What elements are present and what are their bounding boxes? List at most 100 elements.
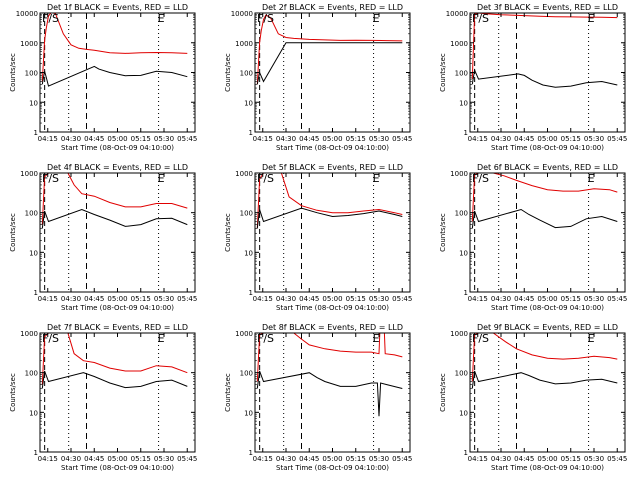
- x-tick-label: 05:00: [107, 135, 127, 143]
- x-axis-label: Start Time (08-Oct-09 04:10:00): [276, 464, 389, 472]
- marker-label-e: E: [158, 172, 165, 185]
- y-tick-label: 1: [464, 289, 468, 297]
- x-tick-label: 05:15: [346, 135, 366, 143]
- x-axis-label: Start Time (08-Oct-09 04:10:00): [61, 304, 174, 312]
- x-tick-label: 04:30: [491, 295, 511, 303]
- x-axis-label: Start Time (08-Oct-09 04:10:00): [276, 304, 389, 312]
- x-tick-label: 05:45: [177, 455, 197, 463]
- y-axis-label: Counts/sec: [9, 373, 17, 412]
- y-tick-label: 100: [25, 70, 38, 78]
- x-tick-label: 05:30: [154, 295, 174, 303]
- series-events-line: [41, 208, 188, 229]
- y-tick-label: 1000: [235, 40, 253, 48]
- x-tick-label: 04:15: [253, 455, 273, 463]
- panel-title: Det 3f BLACK = Events, RED = LLD: [477, 3, 618, 12]
- x-tick-label: 04:30: [491, 135, 511, 143]
- x-tick-label: 05:30: [154, 455, 174, 463]
- y-tick-label: 1: [464, 449, 468, 457]
- x-tick-label: 05:00: [322, 135, 342, 143]
- x-axis-label: Start Time (08-Oct-09 04:10:00): [61, 144, 174, 152]
- x-tick-label: 05:15: [561, 295, 581, 303]
- y-tick-label: 100: [240, 370, 253, 378]
- y-axis-label: Counts/sec: [9, 213, 17, 252]
- x-tick-label: 04:45: [299, 135, 319, 143]
- x-tick-label: 04:15: [468, 295, 488, 303]
- x-tick-label: 04:15: [38, 135, 58, 143]
- y-tick-label: 1000: [20, 170, 38, 178]
- marker-label-e: E: [373, 12, 380, 25]
- x-axis-label: Start Time (08-Oct-09 04:10:00): [491, 464, 604, 472]
- x-tick-label: 04:45: [514, 455, 534, 463]
- x-tick-label: 04:45: [84, 455, 104, 463]
- x-tick-label: 04:30: [491, 455, 511, 463]
- x-tick-label: 04:15: [38, 295, 58, 303]
- x-tick-label: 05:45: [392, 295, 412, 303]
- y-tick-label: 1000: [450, 40, 468, 48]
- y-tick-label: 1000: [450, 170, 468, 178]
- series-events-line: [256, 370, 403, 417]
- plot-frame: [469, 332, 626, 453]
- y-tick-label: 1: [249, 129, 253, 137]
- x-tick-label: 04:45: [514, 135, 534, 143]
- y-tick-label: 1000: [450, 330, 468, 338]
- x-tick-label: 05:00: [537, 455, 557, 463]
- marker-label-e: E: [588, 12, 595, 25]
- y-tick-label: 1: [464, 129, 468, 137]
- y-tick-label: 10: [459, 99, 468, 107]
- plot-frame: [254, 12, 411, 133]
- x-tick-label: 05:15: [131, 295, 151, 303]
- series-lld-line: [256, 173, 403, 229]
- y-tick-label: 1000: [235, 330, 253, 338]
- x-tick-label: 04:45: [84, 295, 104, 303]
- y-tick-label: 1: [249, 449, 253, 457]
- marker-label-e: E: [158, 332, 165, 345]
- y-tick-label: 100: [25, 210, 38, 218]
- series-lld-line: [471, 333, 618, 382]
- x-tick-label: 04:45: [84, 135, 104, 143]
- y-tick-label: 10: [244, 249, 253, 257]
- y-axis-label: Counts/sec: [439, 53, 447, 92]
- x-tick-label: 05:30: [584, 135, 604, 143]
- y-axis-label: Counts/sec: [439, 373, 447, 412]
- y-tick-label: 1000: [20, 40, 38, 48]
- panel-title: Det 2f BLACK = Events, RED = LLD: [262, 3, 403, 12]
- y-tick-label: 1000: [235, 170, 253, 178]
- x-tick-label: 05:15: [131, 135, 151, 143]
- y-tick-label: 1: [34, 289, 38, 297]
- marker-label-fs: F/S: [472, 12, 489, 25]
- x-tick-label: 05:45: [607, 295, 627, 303]
- x-tick-label: 05:00: [107, 455, 127, 463]
- x-tick-label: 04:30: [61, 295, 81, 303]
- x-tick-label: 04:30: [276, 295, 296, 303]
- x-axis-label: Start Time (08-Oct-09 04:10:00): [276, 144, 389, 152]
- plot-frame: [39, 172, 196, 293]
- x-axis-label: Start Time (08-Oct-09 04:10:00): [491, 304, 604, 312]
- x-tick-label: 05:15: [346, 295, 366, 303]
- x-tick-label: 04:30: [61, 455, 81, 463]
- y-tick-label: 1: [249, 289, 253, 297]
- y-axis-label: Counts/sec: [9, 53, 17, 92]
- y-tick-label: 10: [29, 409, 38, 417]
- x-tick-label: 05:00: [322, 295, 342, 303]
- marker-label-fs: F/S: [257, 12, 274, 25]
- x-tick-label: 04:30: [276, 135, 296, 143]
- series-events-line: [256, 42, 403, 85]
- marker-label-e: E: [373, 332, 380, 345]
- x-tick-label: 05:00: [537, 295, 557, 303]
- marker-label-e: E: [588, 332, 595, 345]
- x-tick-label: 04:30: [276, 455, 296, 463]
- series-events-line: [41, 370, 188, 389]
- panel-title: Det 9f BLACK = Events, RED = LLD: [477, 323, 618, 332]
- x-tick-label: 04:15: [253, 295, 273, 303]
- y-tick-label: 1: [34, 449, 38, 457]
- panel-title: Det 6f BLACK = Events, RED = LLD: [477, 163, 618, 172]
- x-tick-label: 05:00: [537, 135, 557, 143]
